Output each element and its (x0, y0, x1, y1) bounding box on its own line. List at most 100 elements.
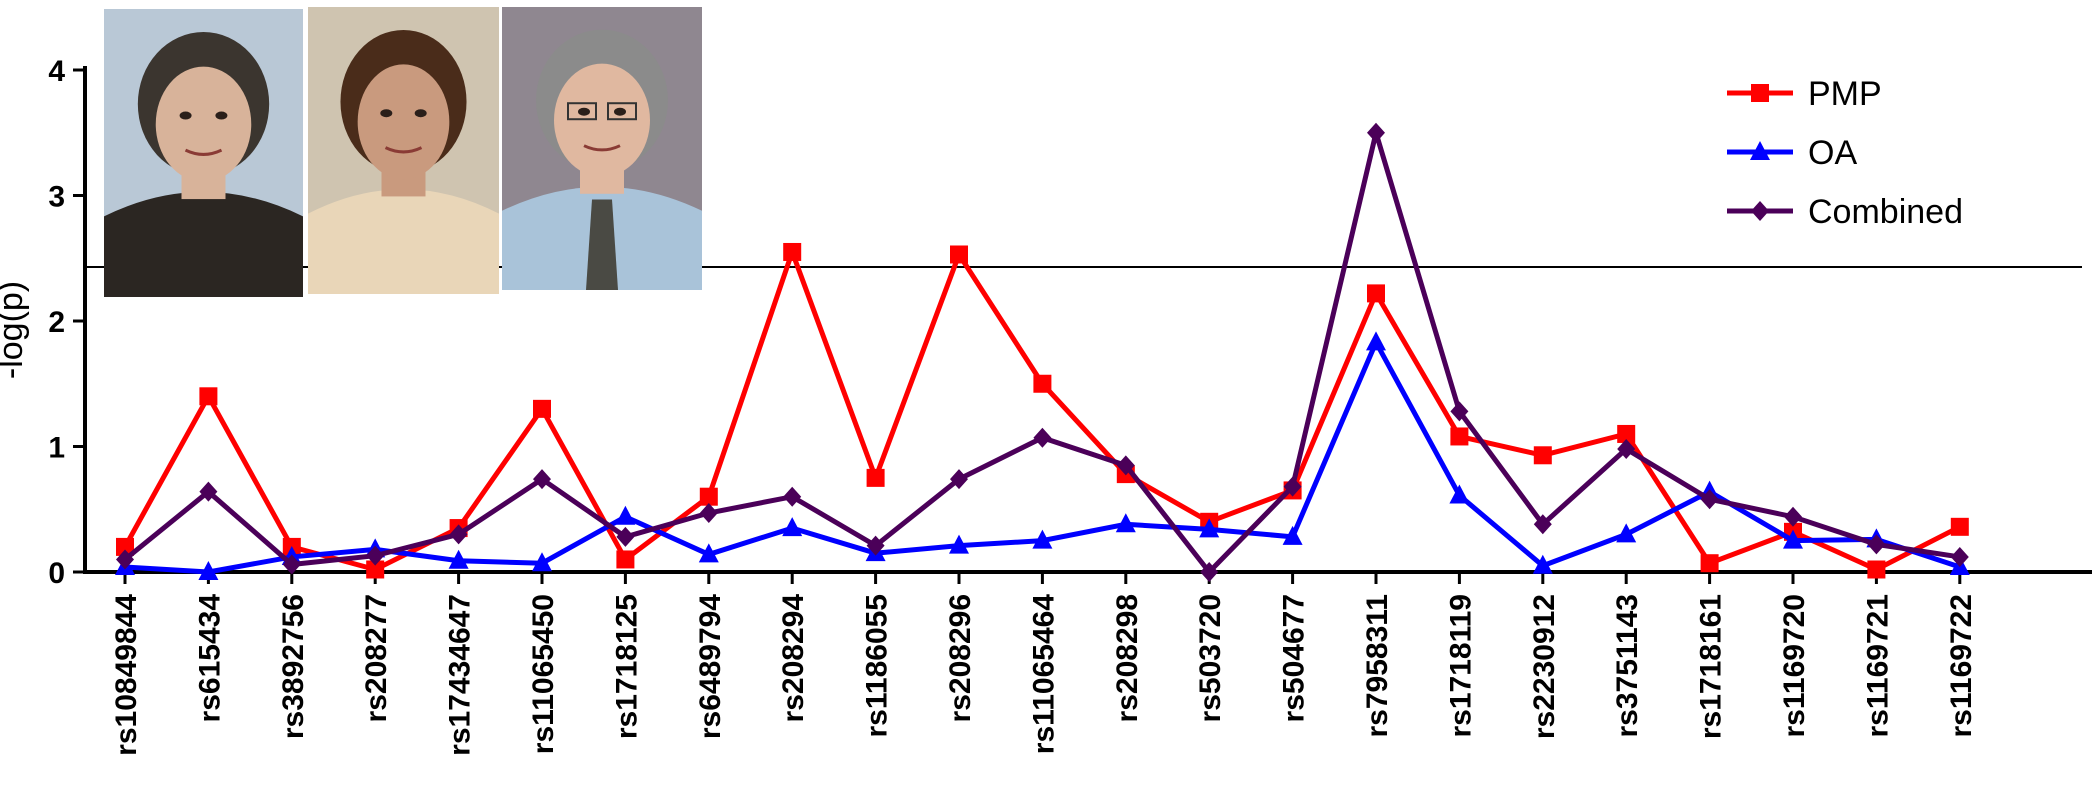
photo-face (554, 63, 650, 177)
point-combined (1784, 506, 1802, 527)
x-tick-label: rs1169720 (1778, 594, 1811, 738)
point-oa (532, 552, 552, 572)
x-tick-label: rs6489794 (694, 594, 727, 739)
point-combined (366, 545, 385, 566)
point-pmp (1533, 446, 1552, 465)
photo-eye (414, 109, 427, 118)
point-combined (1367, 122, 1385, 143)
photo-eye (578, 107, 590, 116)
x-tick-label: rs11065464 (1027, 594, 1060, 754)
point-combined (116, 549, 134, 570)
x-axis: rs10849844 rs615434 rs3892756 rs208277 rs174… (85, 570, 2092, 756)
point-oa (615, 505, 636, 525)
x-tick-label: rs7958311 (1361, 594, 1394, 738)
x-tick-label: rs17434647 (444, 594, 477, 756)
x-tick-label: rs208298 (1111, 594, 1144, 722)
x-tick-label: rs208294 (777, 594, 810, 723)
legend-oa-marker (1750, 141, 1770, 160)
x-tick-label: rs208296 (944, 594, 977, 722)
point-oa (949, 534, 969, 554)
photo-clothing (308, 189, 499, 294)
x-tick-label: rs1186055 (861, 594, 894, 738)
y-tick-label: 3 (48, 181, 65, 214)
point-oa (782, 517, 803, 537)
point-pmp (866, 468, 885, 487)
photo-man-2 (502, 7, 702, 290)
point-pmp (116, 537, 134, 556)
x-tick-label: rs11065450 (527, 594, 560, 754)
point-combined (1283, 476, 1302, 497)
photo-face (357, 64, 450, 180)
point-oa (1199, 518, 1220, 538)
legend: PMP OA Combined (1727, 75, 1963, 231)
point-oa (198, 561, 219, 580)
point-pmp (1867, 560, 1886, 579)
point-pmp (616, 550, 635, 569)
photo-eye (215, 111, 228, 120)
x-tick-label: rs1169721 (1861, 594, 1894, 738)
point-pmp (950, 245, 968, 264)
point-combined (1033, 427, 1052, 448)
legend-combined-marker (1751, 201, 1769, 221)
point-oa (448, 549, 469, 569)
y-axis-label: -log(p) (0, 281, 30, 379)
point-pmp (1700, 554, 1719, 573)
x-tick-label: rs10849844 (110, 594, 143, 756)
photo-eye (380, 109, 393, 118)
y-axis: 0 1 2 3 4 (48, 55, 87, 590)
point-pmp (533, 399, 551, 418)
point-pmp (783, 242, 802, 261)
point-combined (866, 535, 885, 556)
x-tick-label: rs503720 (1194, 594, 1227, 722)
series-pmp-line (122, 244, 1961, 573)
x-tick-label: rs208277 (360, 594, 393, 722)
point-combined (783, 486, 802, 507)
point-oa (698, 543, 719, 563)
point-combined (1617, 439, 1636, 460)
point-combined (1867, 534, 1886, 555)
legend-combined-label: Combined (1808, 193, 1963, 231)
legend-pmp-label: PMP (1808, 75, 1882, 113)
photo-glasses (607, 102, 637, 121)
y-tick-label: 1 (48, 432, 65, 465)
photo-mouth (184, 148, 223, 156)
point-pmp (1033, 374, 1052, 393)
point-combined (1950, 546, 1969, 567)
point-combined (699, 503, 718, 524)
x-tick-label: rs615434 (193, 594, 226, 723)
series-combined (116, 122, 1969, 582)
point-combined (1450, 401, 1469, 422)
x-tick-label: rs2230912 (1528, 594, 1561, 739)
point-pmp (1617, 424, 1636, 443)
y-tick-label: 0 (48, 557, 65, 590)
point-oa (1449, 484, 1470, 504)
point-combined (1700, 489, 1719, 510)
point-combined (449, 524, 468, 545)
x-tick-label: rs1169722 (1945, 594, 1978, 738)
photo-clothing (104, 191, 303, 297)
photo-tie (586, 199, 618, 290)
point-oa (1616, 523, 1637, 543)
point-oa (1783, 529, 1803, 549)
point-combined (533, 469, 551, 490)
legend-pmp-marker (1751, 84, 1769, 102)
point-combined (616, 526, 635, 547)
point-combined (1200, 562, 1219, 582)
x-tick-label: rs1718125 (610, 594, 643, 739)
point-pmp (1367, 284, 1385, 303)
y-tick-label: 4 (48, 55, 65, 88)
point-oa (1115, 513, 1136, 533)
y-tick-label: 2 (48, 306, 65, 339)
photo-mouth (384, 146, 423, 154)
x-tick-label: rs504677 (1278, 594, 1311, 722)
series-oa (115, 331, 1970, 580)
photo-glasses (567, 102, 597, 121)
x-tick-label: rs1718119 (1444, 594, 1477, 738)
x-tick-label: rs3751143 (1611, 594, 1644, 738)
photo-mouth (583, 144, 621, 152)
point-oa (1532, 554, 1553, 574)
legend-oa-label: OA (1808, 134, 1857, 172)
point-combined (1116, 455, 1135, 476)
